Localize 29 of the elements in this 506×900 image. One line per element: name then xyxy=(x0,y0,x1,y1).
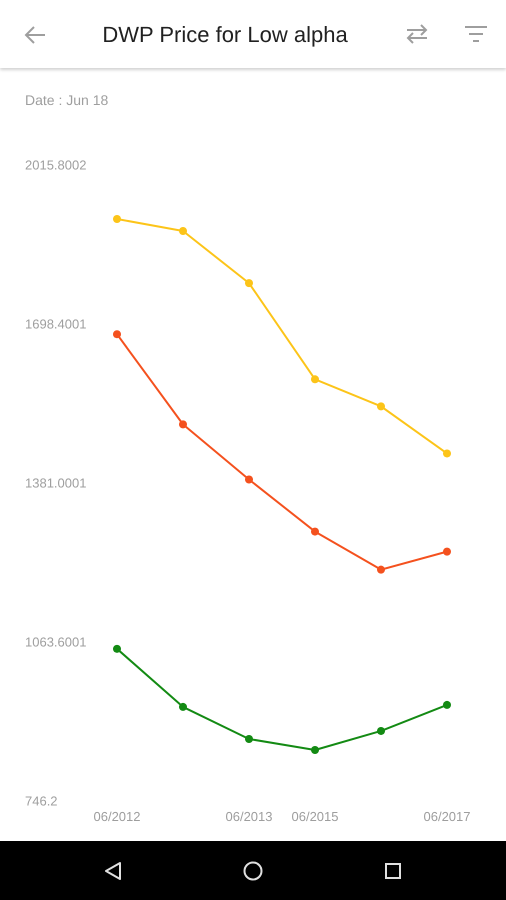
point xyxy=(443,548,451,556)
point xyxy=(377,566,385,574)
x-tick-label: 06/2017 xyxy=(424,809,470,824)
y-tick-label: 1063.6001 xyxy=(25,634,86,650)
point xyxy=(179,702,187,711)
point xyxy=(245,734,253,743)
chart-title: DWP Price for Low alpha xyxy=(101,22,349,48)
point xyxy=(113,330,121,338)
point xyxy=(311,528,319,536)
point xyxy=(245,475,253,484)
x-tick-label: 06/2013 xyxy=(226,809,272,824)
y-tick-label: 746.2 xyxy=(25,794,58,808)
point xyxy=(377,402,385,410)
y-tick-label: 1698.4001 xyxy=(25,316,86,332)
point xyxy=(443,449,451,458)
point xyxy=(443,700,451,709)
point xyxy=(245,279,253,288)
y-tick-label: 2015.8002 xyxy=(25,158,86,172)
point xyxy=(179,227,187,236)
x-tick-label: 06/2015 xyxy=(292,809,338,824)
point xyxy=(113,215,121,223)
chart-subtitle: Date : Jun 18 xyxy=(25,92,108,108)
x-tick-label: 06/2012 xyxy=(94,809,140,824)
y-tick-label: 1381.0001 xyxy=(25,476,86,490)
point xyxy=(113,644,121,653)
point xyxy=(377,726,385,735)
point xyxy=(311,746,319,754)
point xyxy=(311,375,319,384)
point xyxy=(179,420,187,428)
